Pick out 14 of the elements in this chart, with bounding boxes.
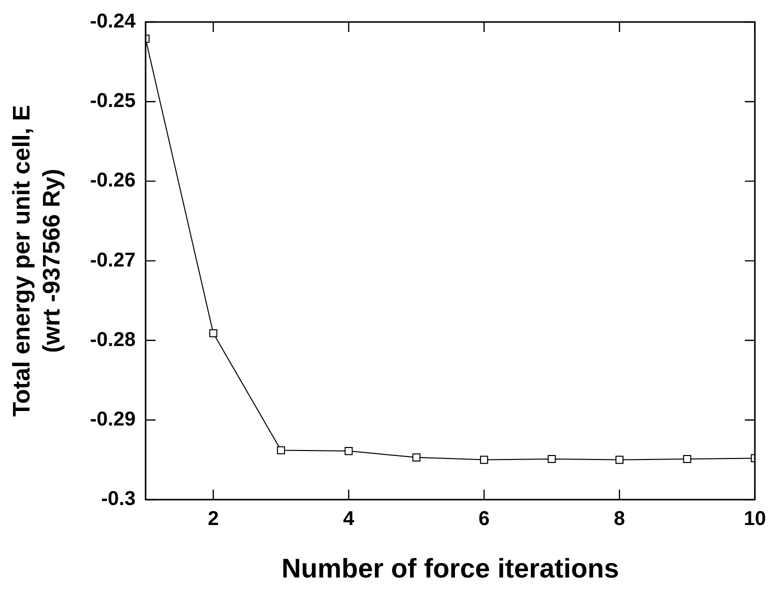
x-tick-label: 8 <box>614 508 626 530</box>
x-tick-label: 2 <box>208 508 219 530</box>
y-tick-label: -0.3 <box>101 488 136 510</box>
x-tick-label: 10 <box>744 508 766 530</box>
y-tick-label: -0.24 <box>90 10 136 33</box>
y-tick-label: -0.25 <box>90 90 136 112</box>
y-tick-label: -0.29 <box>90 408 136 431</box>
x-tick-label: 6 <box>478 508 490 530</box>
x-axis-title: Number of force iterations <box>281 553 620 584</box>
y-tick-label: -0.27 <box>90 249 136 272</box>
x-tick-label: 4 <box>343 508 356 530</box>
y-axis-title: Total energy per unit cell, E (wrt -937566 Ry) <box>8 104 66 417</box>
y-tick-label: -0.26 <box>90 170 136 192</box>
y-tick-label: -0.28 <box>90 328 136 351</box>
